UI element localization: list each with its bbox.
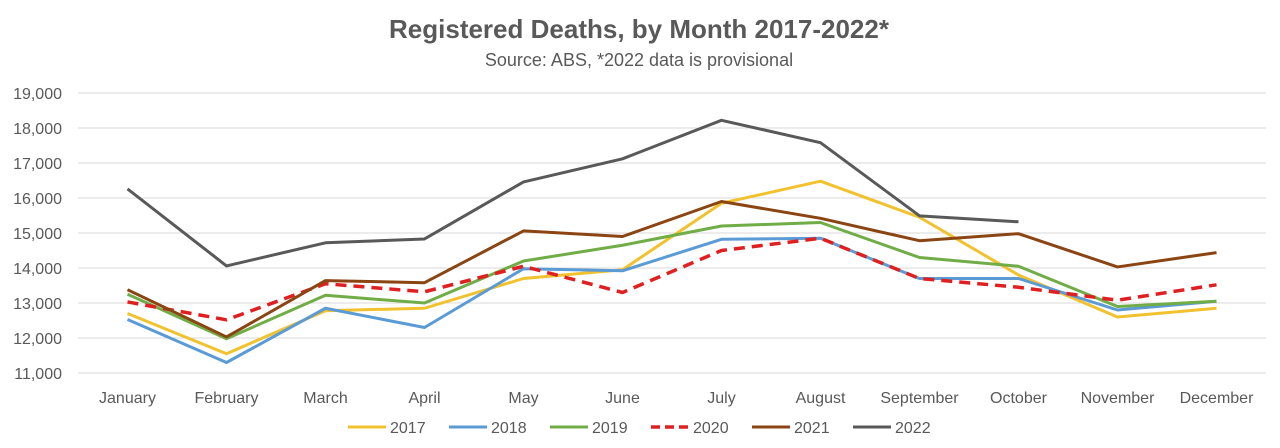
chart-subtitle: Source: ABS, *2022 data is provisional [485,50,793,70]
legend: 2017 2018 2019 2020 2021 2022 [348,420,931,437]
series-line-2018 [126,236,1217,364]
x-tick-label: April [408,390,440,407]
x-axis: January February March April May June July Augu… [99,390,1254,407]
y-tick-label: 15,000 [13,226,62,243]
x-tick-label: June [605,390,640,407]
series-line-2019 [126,221,1217,341]
legend-label-2019: 2019 [592,420,628,437]
y-tick-label: 12,000 [13,331,62,348]
x-tick-label: May [508,390,538,407]
series-line-2022 [126,118,1019,268]
y-tick-label: 13,000 [13,296,62,313]
chart-title: Registered Deaths, by Month 2017-2022* [389,14,890,44]
x-tick-label: December [1180,390,1254,407]
legend-label-2018: 2018 [491,420,527,437]
y-tick-label: 11,000 [14,366,62,383]
series-lines [126,118,1217,364]
legend-label-2017: 2017 [390,420,426,437]
gridlines [78,92,1266,374]
x-tick-label: November [1081,390,1155,407]
legend-label-2022: 2022 [895,420,931,437]
x-tick-label: July [707,390,735,407]
y-tick-label: 17,000 [13,156,62,173]
legend-label-2021: 2021 [794,420,830,437]
y-tick-label: 14,000 [13,261,62,278]
x-tick-label: January [99,390,156,407]
x-tick-label: September [880,390,959,407]
x-tick-label: March [303,390,347,407]
x-tick-label: October [990,390,1048,407]
y-tick-label: 18,000 [13,121,62,138]
x-tick-label: February [194,390,258,407]
legend-label-2020: 2020 [693,420,729,437]
series-line-2021 [126,200,1217,339]
x-tick-label: August [796,390,846,407]
y-axis: 11,000 12,000 13,000 14,000 15,000 16,000 17,0… [13,86,62,383]
y-tick-label: 16,000 [13,191,62,208]
y-tick-label: 19,000 [13,86,62,103]
